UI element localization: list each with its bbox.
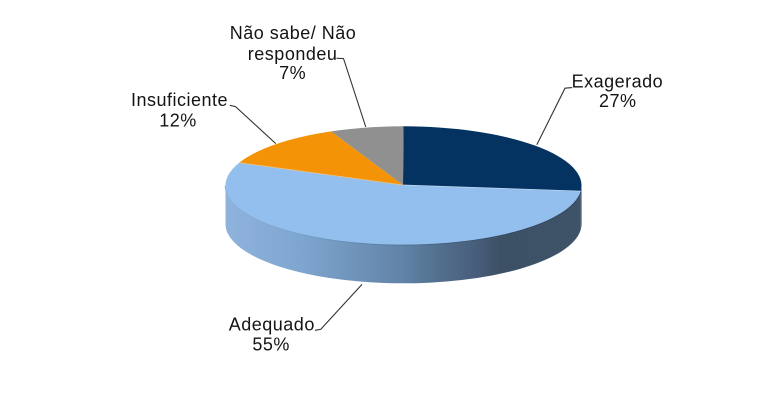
svg-text:55%: 55% [252,334,290,354]
svg-text:Não sabe/ Não: Não sabe/ Não [230,23,357,43]
svg-text:Insuficiente: Insuficiente [131,90,228,110]
svg-text:7%: 7% [279,63,306,83]
svg-text:Exagerado: Exagerado [572,71,664,91]
svg-text:12%: 12% [159,111,197,131]
svg-text:respondeu: respondeu [248,44,338,64]
svg-text:27%: 27% [599,91,637,111]
svg-text:Adequado: Adequado [229,314,315,334]
